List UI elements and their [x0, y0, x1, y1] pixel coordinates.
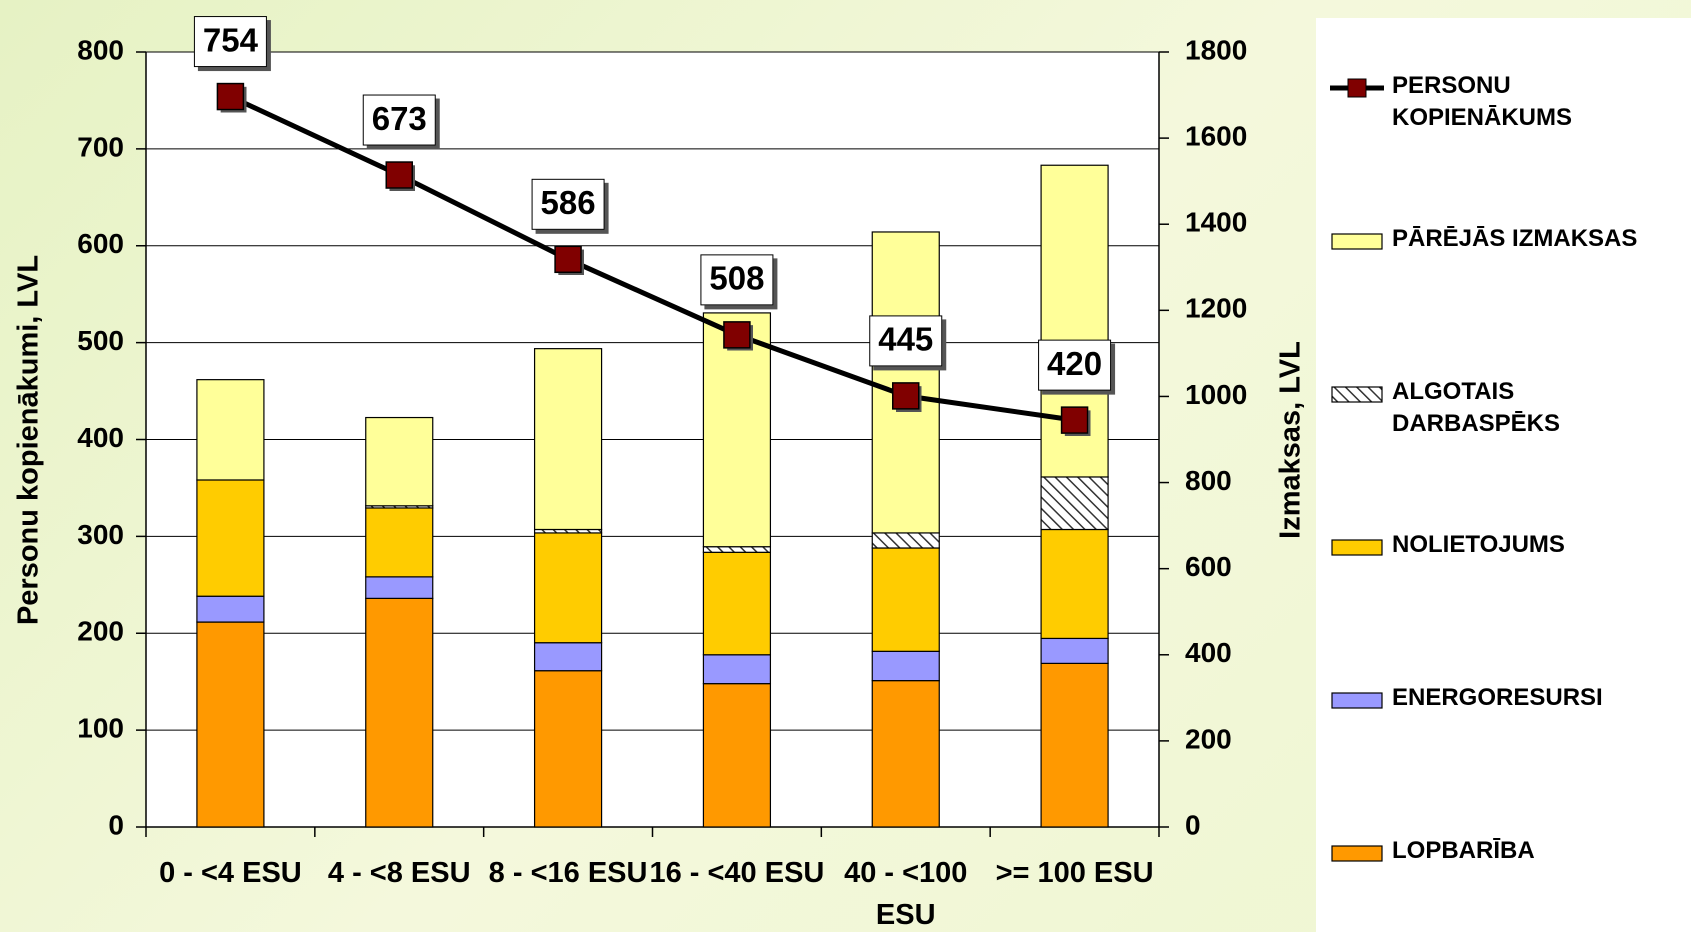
x-tick-label: 0 - <4 ESU [159, 857, 302, 889]
legend-label: PERSONU KOPIENĀKUMS [1392, 72, 1573, 131]
legend-swatch [1331, 233, 1383, 250]
legend-item: LOPBARĪBA [1330, 835, 1662, 867]
y-tick-label: 300 [77, 519, 124, 550]
legend-item: PERSONU KOPIENĀKUMS [1330, 70, 1662, 134]
y-tick-label: 700 [77, 131, 124, 162]
y-tick-label: 100 [77, 713, 124, 744]
bar-segment [702, 312, 772, 548]
y2-tick-label: 1000 [1185, 379, 1247, 410]
data-label-box [700, 254, 774, 306]
bar-segment [365, 576, 434, 599]
data-label-box [362, 94, 436, 146]
legend-item: NOLIETOJUMS [1330, 529, 1662, 561]
bar-segment [1040, 637, 1109, 664]
bar-segment [365, 507, 434, 578]
legend-item: ENERGORESURSI [1330, 682, 1662, 714]
bar-segment [1040, 662, 1109, 828]
y2-axis-title: Izmaksas, LVL [1275, 341, 1307, 539]
y-tick-label: 800 [77, 34, 124, 65]
y2-tick-label: 600 [1185, 551, 1232, 582]
legend-label: LOPBARĪBA [1392, 837, 1535, 864]
bar-segment [702, 654, 772, 685]
bar-segment [871, 547, 940, 652]
line-marker [216, 82, 245, 111]
x-tick-label: 40 - <100 ESU [844, 857, 968, 931]
legend-swatch [1331, 386, 1383, 403]
data-label: 420 [1047, 345, 1102, 382]
legend-swatch [1331, 539, 1383, 556]
data-label: 445 [878, 321, 933, 358]
bar-segment [702, 546, 772, 553]
line-marker [723, 321, 751, 349]
data-label-box [193, 16, 267, 68]
legend-item: ALGOTAIS DARBASPĒKS [1330, 376, 1662, 440]
y2-tick-label: 1400 [1185, 207, 1247, 238]
line-marker [892, 382, 920, 410]
bar-segment [533, 348, 603, 531]
y-tick-label: 200 [77, 616, 124, 647]
bar-segment [196, 479, 265, 597]
y-axis-title: Personu kopienākumi, LVL [13, 255, 45, 625]
data-label: 754 [203, 21, 259, 58]
legend-label: ENERGORESURSI [1392, 684, 1603, 711]
data-label-box [531, 178, 605, 230]
data-label: 508 [709, 260, 764, 297]
legend-box [1331, 845, 1383, 862]
x-tick-label: 8 - <16 ESU [488, 857, 648, 889]
y2-tick-label: 0 [1185, 809, 1201, 840]
x-tick-label: 16 - <40 ESU [649, 857, 825, 889]
bar-segment [533, 670, 603, 828]
legend-swatch [1331, 692, 1383, 709]
line-marker [385, 161, 413, 189]
y2-tick-label: 1800 [1185, 34, 1247, 65]
y2-tick-label: 1200 [1185, 293, 1247, 324]
legend-item: PĀRĒJĀS IZMAKSAS [1330, 223, 1662, 255]
bar-segment [1040, 528, 1109, 640]
bar-segment [533, 532, 603, 644]
legend-box [1331, 386, 1383, 403]
data-label: 673 [372, 100, 427, 137]
legend-box [1331, 692, 1383, 709]
bar-segment [1040, 476, 1109, 531]
data-label-box [1038, 339, 1112, 391]
legend-swatch [1330, 78, 1384, 98]
bar-segment [533, 642, 603, 672]
legend-label: PĀRĒJĀS IZMAKSAS [1392, 225, 1638, 252]
line-marker [1060, 406, 1089, 434]
bar-segment [871, 680, 940, 828]
bar-segment [702, 683, 772, 828]
bar-segment [365, 597, 434, 828]
legend-box [1331, 233, 1383, 250]
legend-label: NOLIETOJUMS [1392, 531, 1565, 558]
y2-tick-label: 200 [1185, 723, 1232, 754]
y-tick-label: 600 [77, 228, 124, 259]
line-marker [554, 245, 582, 274]
legend-box [1331, 539, 1383, 556]
bar-segment [702, 551, 772, 656]
legend-swatch [1331, 845, 1383, 862]
y2-tick-label: 1600 [1185, 121, 1247, 152]
legend-marker [1347, 78, 1367, 98]
y-tick-label: 400 [77, 422, 124, 453]
bar-segment [196, 595, 265, 623]
bar-segment [871, 532, 940, 549]
bar-segment [871, 650, 940, 682]
bar-segment [196, 379, 265, 481]
y-tick-label: 0 [108, 809, 124, 840]
data-label-box [869, 315, 943, 367]
y-tick-label: 500 [77, 325, 124, 356]
legend: PERSONU KOPIENĀKUMS PĀRĒJĀS IZMAKSAS ALGOT… [1316, 18, 1691, 932]
y2-tick-label: 800 [1185, 465, 1232, 496]
data-label: 586 [541, 184, 596, 221]
x-tick-label: 4 - <8 ESU [327, 857, 471, 889]
x-tick-label: >= 100 ESU [995, 857, 1154, 889]
line [229, 94, 1075, 423]
legend-label: ALGOTAIS DARBASPĒKS [1392, 378, 1561, 437]
bar-segment [365, 416, 434, 507]
bar-segment [196, 621, 265, 828]
y2-tick-label: 400 [1185, 637, 1232, 668]
